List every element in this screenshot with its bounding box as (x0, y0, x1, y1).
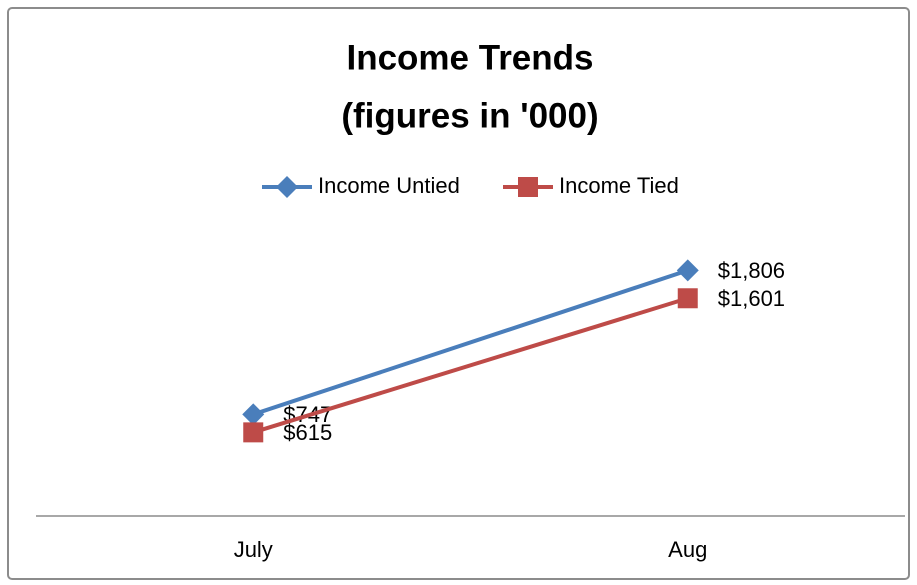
data-label: $1,601 (718, 286, 785, 311)
marker-diamond (242, 403, 265, 426)
marker-diamond (676, 259, 699, 282)
marker-square (518, 177, 538, 197)
marker-square (677, 288, 698, 309)
chart-subtitle: (figures in '000) (341, 96, 598, 135)
series-line (252, 296, 689, 435)
series-line (252, 268, 689, 417)
data-label: $1,806 (718, 258, 785, 283)
marker-diamond (276, 176, 298, 198)
x-tick-label: July (234, 537, 273, 562)
data-label: $615 (283, 420, 332, 445)
legend-label: Income Tied (559, 173, 679, 198)
chart-border (7, 7, 910, 580)
legend-label: Income Untied (318, 173, 460, 198)
chart-title: Income Trends (346, 38, 593, 77)
x-tick-label: Aug (668, 537, 707, 562)
marker-square (243, 422, 264, 443)
